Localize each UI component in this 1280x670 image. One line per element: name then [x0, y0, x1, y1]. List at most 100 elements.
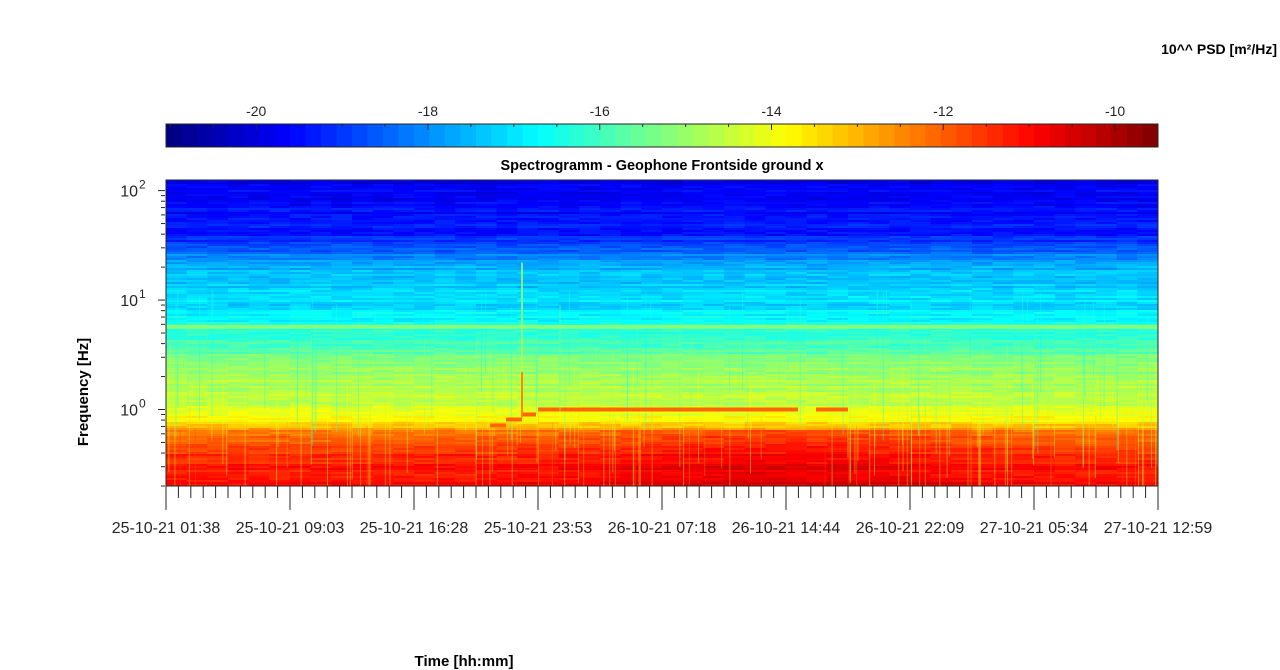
spectrogram-cell: [662, 372, 684, 374]
spectrogram-cell: [910, 354, 932, 356]
colorbar-cell: [460, 124, 477, 147]
spectrogram-cell: [166, 268, 188, 270]
spectrogram-cell: [724, 296, 746, 298]
spectrogram-cell: [889, 194, 911, 196]
spectrogram-cell: [352, 230, 374, 232]
spectrogram-cell: [476, 312, 498, 314]
spectrogram-cell: [662, 242, 684, 244]
spectrogram-cell: [372, 252, 394, 254]
spectrogram-cell: [228, 340, 250, 342]
spectrogram-cell: [455, 366, 477, 368]
spectrogram-cell: [930, 290, 952, 292]
spectrogram-cell: [269, 256, 291, 258]
spectrogram-cell: [269, 368, 291, 370]
spectrogram-cell: [434, 238, 456, 240]
spectrogram-cell: [517, 304, 539, 306]
spectrogram-cell: [1054, 292, 1076, 294]
spectrogram-cell: [558, 252, 580, 254]
spectrogram-cell: [496, 242, 518, 244]
spectrogram-cell: [724, 256, 746, 258]
spectrogram-cell: [641, 364, 663, 366]
spectrogram-cell: [724, 310, 746, 312]
spectrogram-cell: [414, 300, 436, 302]
spectrogram-cell: [269, 350, 291, 352]
spectrogram-cell: [724, 258, 746, 260]
spectrogram-cell: [600, 280, 622, 282]
spectrogram-cell: [951, 370, 973, 372]
spectrogram-cell: [744, 330, 766, 332]
spectrogram-cell: [786, 300, 808, 302]
spectrogram-cell: [352, 212, 374, 214]
spectrogram-cell: [972, 284, 994, 286]
spectrogram-cell: [806, 370, 828, 372]
spectrogram-cell: [372, 308, 394, 310]
spectrogram-cell: [496, 260, 518, 262]
spectrogram-cell: [682, 266, 704, 268]
spectrogram-cell: [703, 218, 725, 220]
spectrogram-cell: [724, 266, 746, 268]
spectrogram-cell: [496, 370, 518, 372]
spectrogram-cell: [414, 252, 436, 254]
spectrogram-cell: [558, 314, 580, 316]
spectrogram-cell: [992, 378, 1014, 380]
spectrogram-cell: [1034, 188, 1056, 190]
spectrogram-cell: [352, 210, 374, 212]
spectrogram-cell: [579, 340, 601, 342]
spectrogram-cell: [868, 212, 890, 214]
spectrogram-cell: [352, 190, 374, 192]
spectrogram-cell: [889, 256, 911, 258]
spectrogram-cell: [972, 302, 994, 304]
spectrogram-cell: [951, 256, 973, 258]
spectrogram-cell: [682, 356, 704, 358]
spectrogram-cell: [455, 260, 477, 262]
spectrogram-cell: [434, 276, 456, 278]
spectrogram-cell: [372, 290, 394, 292]
spectrogram-cell: [724, 340, 746, 342]
spectrogram-cell: [352, 288, 374, 290]
spectrogram-cell: [1116, 282, 1138, 284]
spectrogram-cell: [1137, 382, 1158, 384]
spectrogram-cell: [1116, 364, 1138, 366]
spectrogram-cell: [393, 266, 415, 268]
spectrogram-cell: [806, 200, 828, 202]
spectrogram-cell: [517, 306, 539, 308]
spectrogram-cell: [682, 190, 704, 192]
spectrogram-cell: [517, 366, 539, 368]
spectrogram-cell: [889, 328, 911, 330]
spectrogram-cell: [434, 342, 456, 344]
spectrogram-cell: [352, 282, 374, 284]
spectrogram-cell: [744, 218, 766, 220]
spectrogram-cell: [868, 198, 890, 200]
spectrogram-cell: [269, 348, 291, 350]
spectrogram-cell: [1013, 338, 1035, 340]
spectrogram-cell: [434, 270, 456, 272]
spectrogram-cell: [1096, 294, 1118, 296]
spectrogram-cell: [703, 370, 725, 372]
spectrogram-cell: [228, 258, 250, 260]
spectrogram-cell: [331, 242, 353, 244]
spectrogram-cell: [310, 258, 332, 260]
spectrogram-cell: [310, 226, 332, 228]
spectrogram-cell: [703, 366, 725, 368]
spectrogram-cell: [558, 364, 580, 366]
spectrogram-cell: [434, 244, 456, 246]
spectrogram-cell: [992, 234, 1014, 236]
spectrogram-cell: [269, 330, 291, 332]
spectrogram-cell: [662, 340, 684, 342]
spectrogram-cell: [248, 254, 270, 256]
spectrogram-cell: [290, 336, 312, 338]
spectrogram-cell: [724, 210, 746, 212]
spectrogram-cell: [600, 188, 622, 190]
spectrogram-cell: [1054, 232, 1076, 234]
spectrogram-cell: [1137, 302, 1158, 304]
spectrogram-cell: [496, 226, 518, 228]
spectrogram-cell: [1075, 226, 1097, 228]
spectrogram-cell: [228, 380, 250, 382]
spectrogram-cell: [269, 270, 291, 272]
spectrogram-cell: [290, 382, 312, 384]
spectrogram-cell: [517, 376, 539, 378]
spectrogram-cell: [806, 336, 828, 338]
spectrogram-cell: [455, 196, 477, 198]
spectrogram-cell: [331, 378, 353, 380]
spectrogram-cell: [352, 356, 374, 358]
